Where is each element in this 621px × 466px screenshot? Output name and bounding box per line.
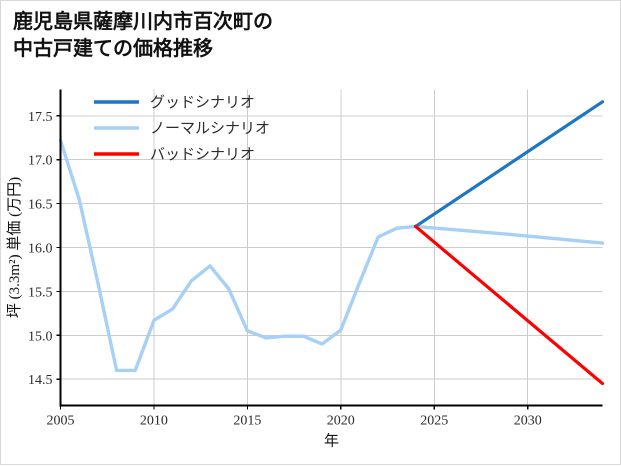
- x-tick-label: 2010: [140, 414, 168, 429]
- y-tick-label: 14.5: [28, 373, 53, 388]
- x-tick-label: 2030: [514, 414, 542, 429]
- y-tick-label: 17.5: [28, 110, 53, 125]
- x-tick-label: 2015: [233, 414, 261, 429]
- series-group: [58, 100, 605, 386]
- series-line-グッドシナリオ: [414, 100, 605, 229]
- legend-label-バッドシナリオ: バッドシナリオ: [150, 147, 255, 163]
- x-tick-label: 2005: [47, 414, 75, 429]
- legend-label-ノーマルシナリオ: ノーマルシナリオ: [150, 121, 270, 137]
- y-axis-title: 坪 (3.3m²) 単価 (万円): [6, 177, 23, 318]
- y-tick-label: 15.0: [28, 329, 53, 344]
- axis-titles: 年 坪 (3.3m²) 単価 (万円): [6, 177, 339, 450]
- legend-label-グッドシナリオ: グッドシナリオ: [150, 94, 255, 111]
- y-tick-label: 16.5: [28, 198, 53, 213]
- y-tick-label: 16.0: [28, 242, 53, 257]
- y-tick-label: 17.0: [28, 154, 53, 169]
- gridlines-group: [60, 89, 603, 406]
- y-tick-label: 15.5: [28, 285, 53, 300]
- x-axis-title: 年: [324, 433, 339, 450]
- y-axis-ticks: 14.5 15.0 15.5 16.0 16.5 17.0 17.5: [28, 110, 61, 388]
- x-tick-label: 2025: [420, 414, 448, 429]
- x-tick-label: 2020: [327, 414, 355, 429]
- series-line-ノーマルシナリオ: [58, 138, 605, 373]
- x-axis-ticks: 2005 2010 2015 2020 2025 2030: [47, 405, 542, 429]
- series-line-バッドシナリオ: [414, 224, 605, 386]
- page-title: 鹿児島県薩摩川内市百次町の 中古戸建ての価格推移: [13, 11, 273, 60]
